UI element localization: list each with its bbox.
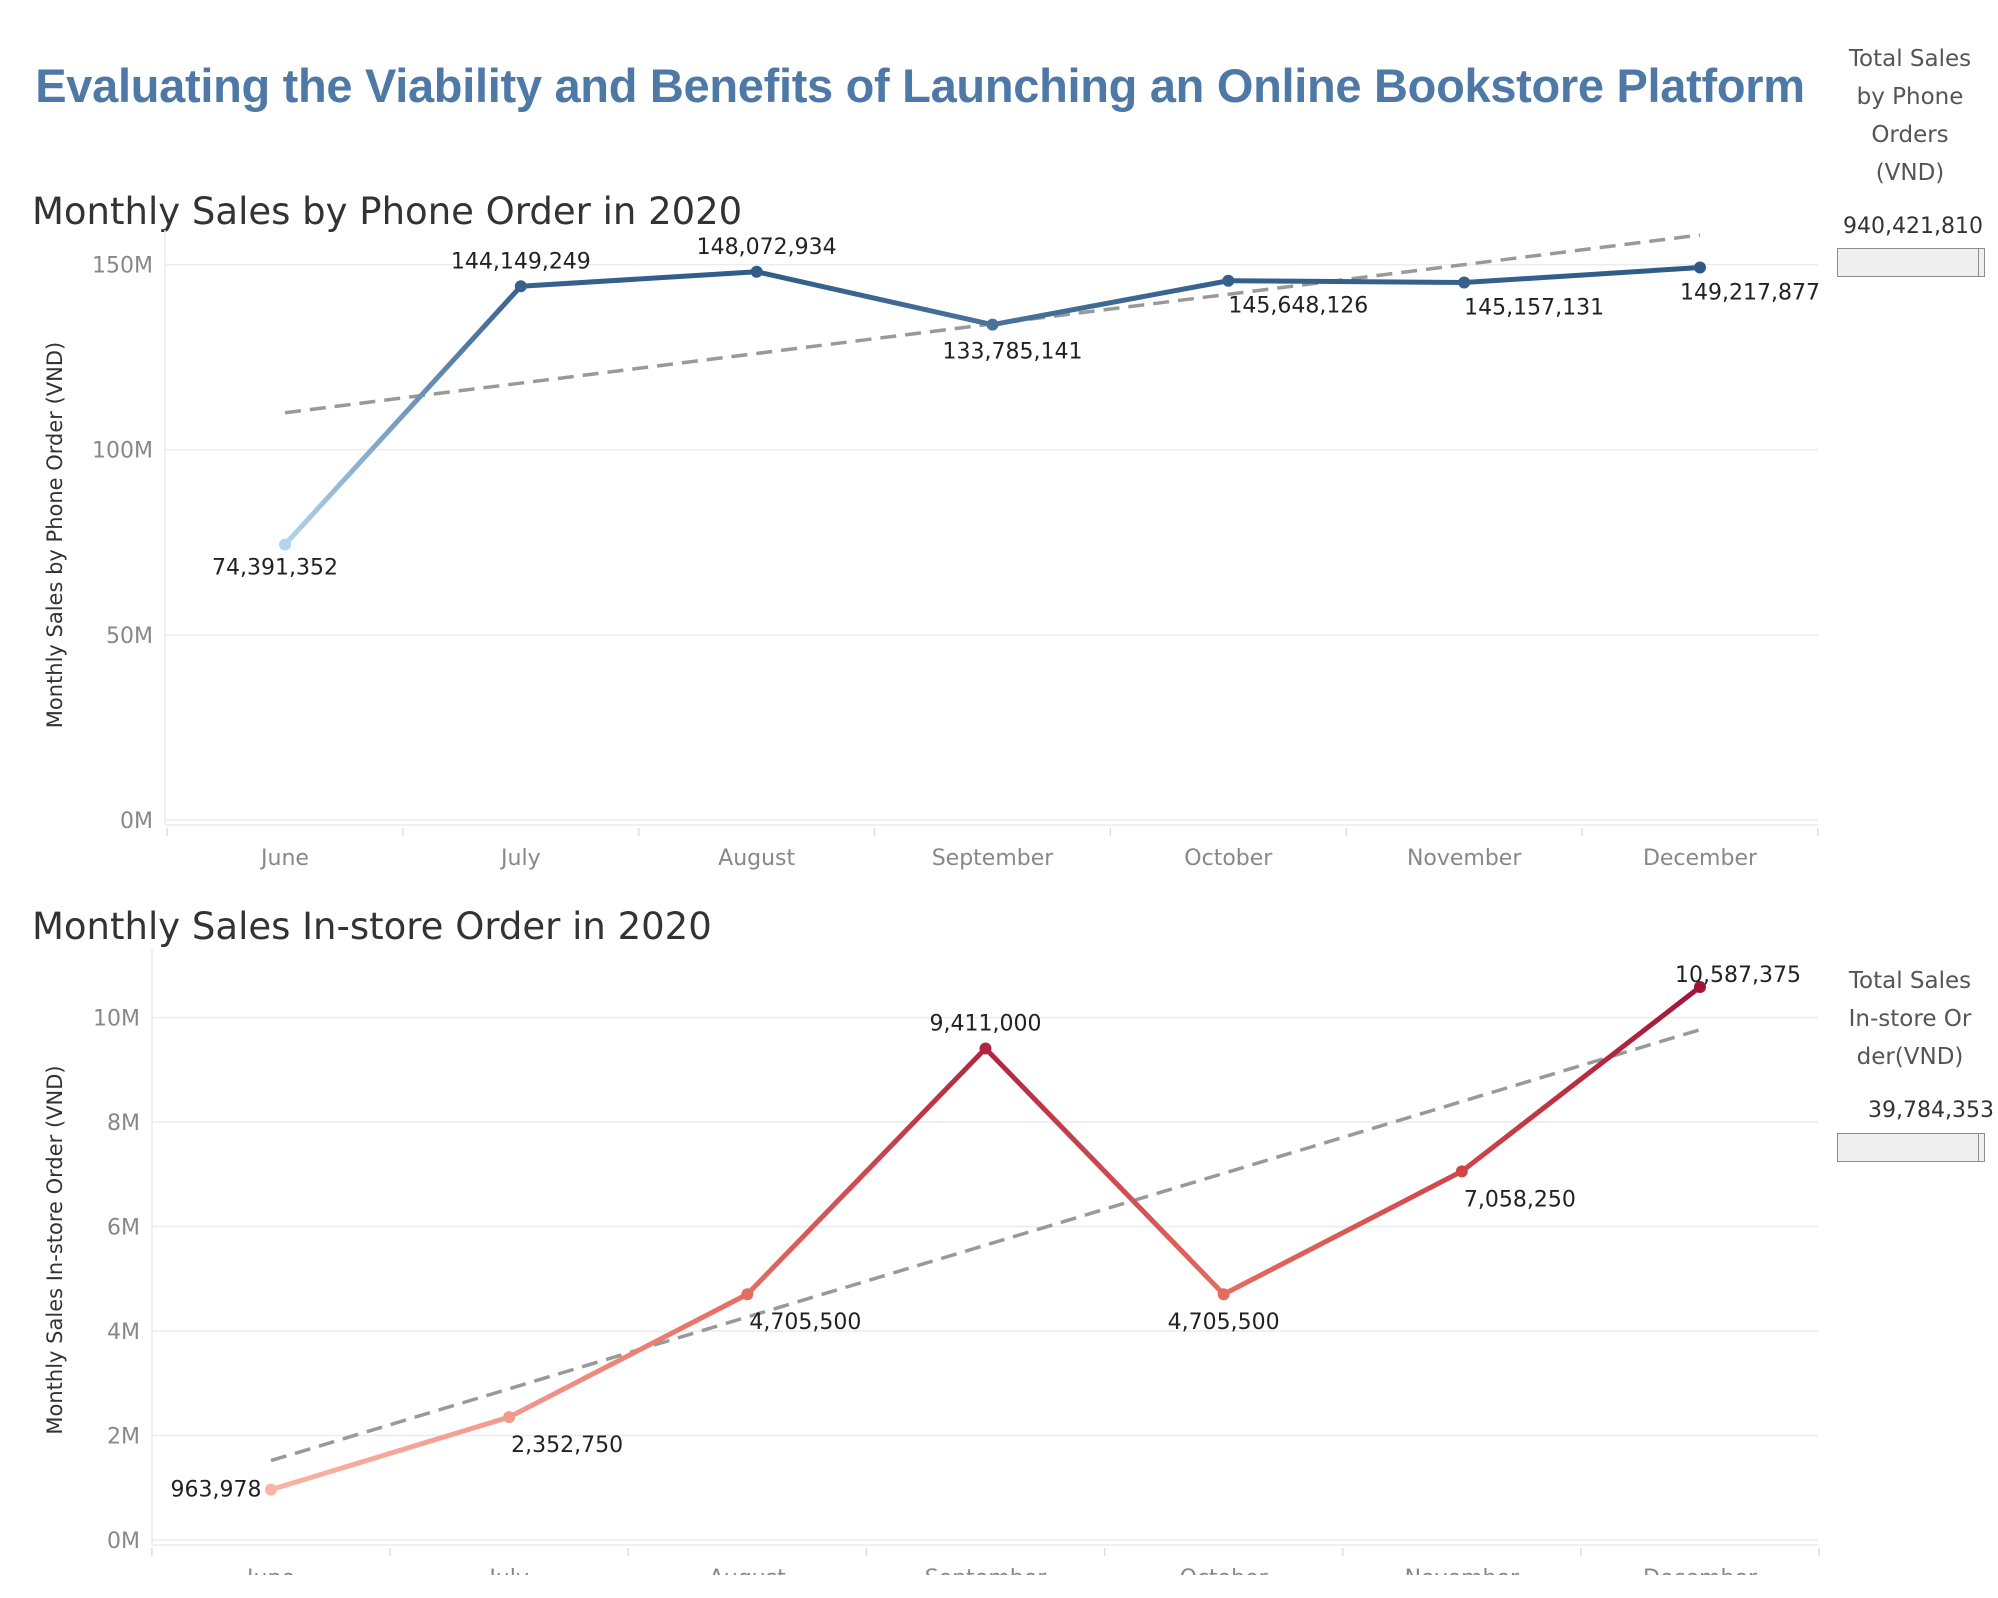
y-tick-label: 4M (107, 1320, 140, 1345)
series-line-segment (744, 1045, 988, 1297)
y-tick-label: 2M (107, 1425, 140, 1450)
y-tick-label: 0M (107, 1529, 140, 1554)
series-line-segment (282, 283, 524, 548)
y-tick-label: 0M (120, 809, 153, 834)
data-label: 145,648,126 (1228, 294, 1368, 319)
y-tick-label: 150M (92, 254, 153, 279)
store-total-sales-bar-fill (1838, 1134, 1980, 1161)
phone-total-sales-title: Total Sales by Phone Orders (VND) (1830, 40, 1990, 192)
trend-line (270, 1028, 1701, 1463)
phone-total-sales-bar-fill (1838, 249, 1980, 276)
series-line-segment (1221, 1168, 1465, 1297)
data-point (265, 1483, 277, 1496)
x-tick-label: July (487, 1566, 529, 1575)
data-label: 2,352,750 (511, 1433, 623, 1458)
data-label: 10,587,375 (1675, 963, 1801, 988)
data-label: 145,157,131 (1464, 296, 1604, 321)
data-point (1694, 261, 1706, 274)
store-total-title-line: In-store Or (1848, 1006, 1972, 1032)
series-line-segment (506, 1291, 750, 1420)
y-axis-title: Monthly Sales by Phone Order (VND) (43, 342, 67, 728)
data-label: 74,391,352 (212, 556, 338, 581)
phone-total-title-line: Orders (1871, 122, 1949, 148)
x-tick-label: August (709, 1566, 786, 1575)
x-tick-label: July (499, 846, 541, 870)
data-label: 9,411,000 (930, 1011, 1042, 1036)
data-label: 133,785,141 (943, 340, 1083, 365)
store-total-title-line: der(VND) (1856, 1044, 1964, 1070)
x-tick-label: August (718, 846, 795, 870)
store-total-sales-title: Total Sales In-store Or der(VND) (1830, 962, 1990, 1076)
y-tick-label: 100M (92, 439, 153, 464)
y-tick-label: 10M (93, 1007, 140, 1032)
data-point (279, 538, 291, 551)
data-label: 4,705,500 (1168, 1310, 1280, 1335)
store-sales-line-chart: 0M 2M 4M 6M 8M 10M June July August September Octo… (43, 950, 1820, 1575)
store-chart-title: Monthly Sales In-store Order in 2020 (32, 905, 712, 948)
y-tick-label: 6M (107, 1216, 140, 1241)
series-line-segment (990, 278, 1231, 328)
store-total-sales-value: 39,784,353 (1868, 1098, 1994, 1123)
phone-total-sales-bar (1837, 248, 1985, 277)
data-point (1458, 276, 1471, 289)
data-label: 7,058,250 (1464, 1187, 1576, 1212)
data-label: 149,217,877 (1680, 281, 1820, 306)
series-line-segment (1459, 984, 1703, 1174)
data-point (514, 280, 527, 293)
data-label: 144,149,249 (451, 249, 591, 274)
x-tick-label: October (1180, 1566, 1269, 1575)
x-tick-label: September (925, 1566, 1048, 1575)
x-tick-label: November (1405, 1566, 1520, 1575)
series-line-segment (1225, 278, 1467, 286)
phone-sales-line-chart: 0M 50M 100M 150M June July August September Octo… (43, 230, 1820, 870)
x-tick-label: June (245, 1566, 295, 1575)
y-tick-label: 8M (107, 1111, 140, 1136)
phone-chart-title: Monthly Sales by Phone Order in 2020 (32, 190, 743, 233)
x-tick-label: December (1643, 1566, 1758, 1575)
data-label: 4,705,500 (749, 1310, 861, 1335)
store-total-sales-bar (1837, 1133, 1985, 1162)
x-tick-label: December (1643, 846, 1758, 870)
phone-total-title-line: (VND) (1875, 160, 1945, 186)
data-point (741, 1288, 754, 1301)
page-title: Evaluating the Viability and Benefits of… (35, 59, 1805, 112)
x-tick-label: September (932, 846, 1055, 870)
series-line-segment (983, 1045, 1227, 1297)
data-point (503, 1411, 516, 1424)
series-line-segment (1461, 265, 1703, 286)
store-total-title-line: Total Sales (1848, 968, 1972, 994)
series-line-segment (518, 269, 760, 289)
series-line-segment (754, 269, 995, 328)
y-axis-title: Monthly Sales In-store Order (VND) (43, 1065, 67, 1434)
data-point (750, 265, 763, 278)
x-tick-label: June (259, 846, 309, 870)
data-point (1694, 980, 1706, 993)
series-line-segment (268, 1414, 512, 1493)
data-point (1455, 1165, 1468, 1178)
data-label: 963,978 (171, 1478, 262, 1503)
data-point (986, 318, 999, 331)
y-tick-label: 50M (106, 624, 153, 649)
phone-total-sales-value: 940,421,810 (1843, 214, 1983, 239)
data-label: 148,072,934 (697, 235, 837, 260)
data-point (979, 1042, 992, 1055)
data-point (1222, 274, 1235, 287)
x-tick-label: October (1184, 846, 1273, 870)
data-point (1217, 1288, 1230, 1301)
phone-total-title-line: Total Sales (1848, 46, 1972, 72)
phone-total-title-line: by Phone (1856, 84, 1964, 110)
x-tick-label: November (1407, 846, 1522, 870)
